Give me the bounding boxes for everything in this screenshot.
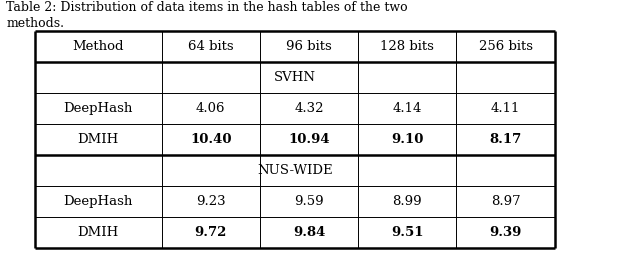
Text: 10.40: 10.40 [190, 133, 231, 146]
Text: 4.11: 4.11 [491, 102, 521, 115]
Text: DeepHash: DeepHash [63, 102, 133, 115]
Text: 9.10: 9.10 [391, 133, 424, 146]
Text: 9.59: 9.59 [294, 195, 324, 208]
Text: 4.14: 4.14 [392, 102, 422, 115]
Text: 8.99: 8.99 [392, 195, 422, 208]
Text: DMIH: DMIH [77, 133, 119, 146]
Text: 8.17: 8.17 [489, 133, 522, 146]
Text: 9.72: 9.72 [195, 226, 227, 239]
Text: 9.39: 9.39 [489, 226, 522, 239]
Text: Table 2: Distribution of data items in the hash tables of the two: Table 2: Distribution of data items in t… [6, 1, 408, 14]
Text: SVHN: SVHN [274, 71, 316, 84]
Text: 9.23: 9.23 [196, 195, 226, 208]
Text: 4.32: 4.32 [294, 102, 324, 115]
Text: 4.06: 4.06 [196, 102, 226, 115]
Text: 9.51: 9.51 [391, 226, 424, 239]
Text: Method: Method [72, 40, 124, 53]
Text: 10.94: 10.94 [288, 133, 330, 146]
Text: 64 bits: 64 bits [188, 40, 233, 53]
Text: 9.84: 9.84 [293, 226, 325, 239]
Text: NUS-WIDE: NUS-WIDE [257, 164, 333, 177]
Text: 128 bits: 128 bits [380, 40, 434, 53]
Text: methods.: methods. [6, 17, 64, 30]
Text: DeepHash: DeepHash [63, 195, 133, 208]
Text: 96 bits: 96 bits [286, 40, 332, 53]
Text: DMIH: DMIH [77, 226, 119, 239]
Text: 8.97: 8.97 [491, 195, 521, 208]
Text: 256 bits: 256 bits [479, 40, 533, 53]
